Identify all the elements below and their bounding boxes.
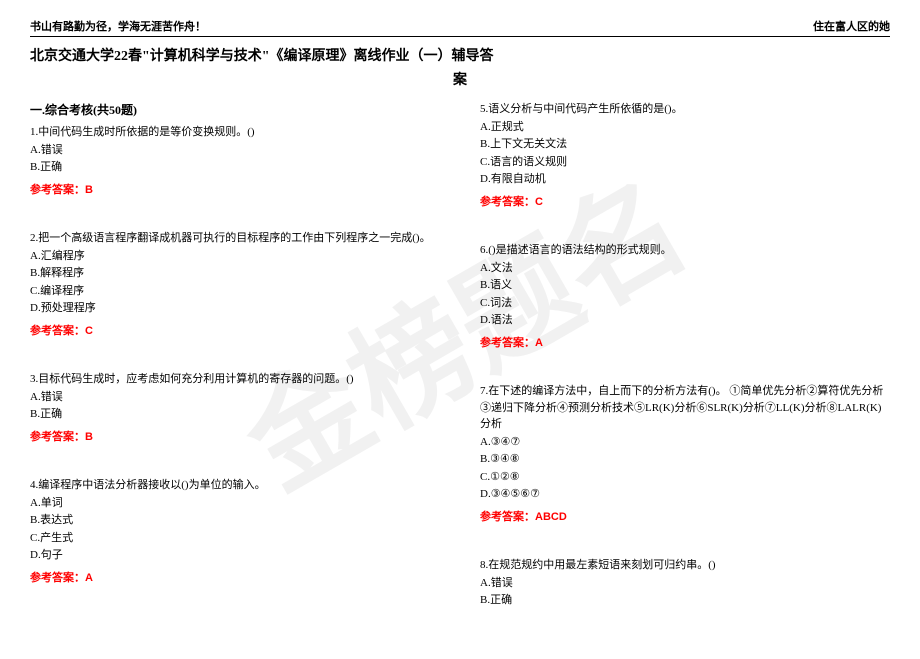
question-option: C.①②⑧ xyxy=(480,469,890,486)
question-text: 8.在规范规约中用最左素短语来刻划可归约串。() xyxy=(480,557,890,574)
document-title: 北京交通大学22春"计算机科学与技术"《编译原理》离线作业（一）辅导答 xyxy=(30,45,890,65)
question-text: 2.把一个高级语言程序翻译成机器可执行的目标程序的工作由下列程序之一完成()。 xyxy=(30,230,440,247)
question-option: B.语义 xyxy=(480,277,890,294)
question-option: D.句子 xyxy=(30,547,440,564)
question-block: 5.语义分析与中间代码产生所依循的是()。A.正规式B.上下文无关文法C.语言的… xyxy=(480,101,890,210)
question-option: C.产生式 xyxy=(30,530,440,547)
question-block: 8.在规范规约中用最左素短语来刻划可归约串。()A.错误B.正确 xyxy=(480,557,890,609)
question-block: 6.()是描述语言的语法结构的形式规则。A.文法B.语义C.词法D.语法参考答案… xyxy=(480,242,890,351)
document-title-suffix: 案 xyxy=(30,69,890,89)
question-option: A.汇编程序 xyxy=(30,248,440,265)
question-text: 7.在下述的编译方法中，自上而下的分析方法有()。 ①简单优先分析②算符优先分析… xyxy=(480,383,890,433)
question-option: D.语法 xyxy=(480,312,890,329)
page-header: 书山有路勤为径，学海无涯苦作舟！ 住在富人区的她 xyxy=(30,18,890,37)
question-option: B.③④⑧ xyxy=(480,451,890,468)
question-block: 3.目标代码生成时，应考虑如何充分利用计算机的寄存器的问题。()A.错误B.正确… xyxy=(30,371,440,445)
answer-text: 参考答案：A xyxy=(30,570,440,587)
question-option: C.编译程序 xyxy=(30,283,440,300)
answer-text: 参考答案：A xyxy=(480,335,890,352)
question-option: A.正规式 xyxy=(480,119,890,136)
header-right: 住在富人区的她 xyxy=(813,18,890,34)
header-left: 书山有路勤为径，学海无涯苦作舟！ xyxy=(30,18,206,34)
question-option: B.解释程序 xyxy=(30,265,440,282)
answer-text: 参考答案：B xyxy=(30,182,440,199)
question-option: D.有限自动机 xyxy=(480,171,890,188)
content-columns: 一.综合考核(共50题) 1.中间代码生成时所依据的是等价变换规则。()A.错误… xyxy=(30,101,890,641)
question-option: A.错误 xyxy=(30,389,440,406)
page-container: 书山有路勤为径，学海无涯苦作舟！ 住在富人区的她 北京交通大学22春"计算机科学… xyxy=(0,0,920,659)
question-text: 6.()是描述语言的语法结构的形式规则。 xyxy=(480,242,890,259)
question-block: 4.编译程序中语法分析器接收以()为单位的输入。A.单词B.表达式C.产生式D.… xyxy=(30,477,440,586)
question-option: C.语言的语义规则 xyxy=(480,154,890,171)
question-option: B.上下文无关文法 xyxy=(480,136,890,153)
question-option: D.预处理程序 xyxy=(30,300,440,317)
answer-text: 参考答案：C xyxy=(480,194,890,211)
question-text: 3.目标代码生成时，应考虑如何充分利用计算机的寄存器的问题。() xyxy=(30,371,440,388)
question-block: 7.在下述的编译方法中，自上而下的分析方法有()。 ①简单优先分析②算符优先分析… xyxy=(480,383,890,525)
question-text: 5.语义分析与中间代码产生所依循的是()。 xyxy=(480,101,890,118)
answer-text: 参考答案：ABCD xyxy=(480,509,890,526)
question-text: 1.中间代码生成时所依据的是等价变换规则。() xyxy=(30,124,440,141)
question-option: B.正确 xyxy=(30,406,440,423)
answer-text: 参考答案：B xyxy=(30,429,440,446)
right-column: 5.语义分析与中间代码产生所依循的是()。A.正规式B.上下文无关文法C.语言的… xyxy=(480,101,890,641)
answer-text: 参考答案：C xyxy=(30,323,440,340)
question-option: B.表达式 xyxy=(30,512,440,529)
question-option: A.文法 xyxy=(480,260,890,277)
question-option: D.③④⑤⑥⑦ xyxy=(480,486,890,503)
question-option: A.错误 xyxy=(30,142,440,159)
question-block: 2.把一个高级语言程序翻译成机器可执行的目标程序的工作由下列程序之一完成()。A… xyxy=(30,230,440,339)
question-option: B.正确 xyxy=(30,159,440,176)
question-option: A.单词 xyxy=(30,495,440,512)
left-column: 一.综合考核(共50题) 1.中间代码生成时所依据的是等价变换规则。()A.错误… xyxy=(30,101,440,641)
question-option: A.③④⑦ xyxy=(480,434,890,451)
question-block: 1.中间代码生成时所依据的是等价变换规则。()A.错误B.正确参考答案：B xyxy=(30,124,440,198)
section-header: 一.综合考核(共50题) xyxy=(30,101,440,118)
question-text: 4.编译程序中语法分析器接收以()为单位的输入。 xyxy=(30,477,440,494)
question-option: C.词法 xyxy=(480,295,890,312)
question-option: A.错误 xyxy=(480,575,890,592)
question-option: B.正确 xyxy=(480,592,890,609)
